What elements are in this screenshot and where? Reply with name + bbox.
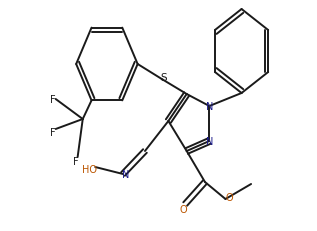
Text: S: S bbox=[160, 73, 166, 83]
Text: O: O bbox=[225, 192, 233, 202]
Text: O: O bbox=[180, 204, 188, 214]
Text: N: N bbox=[206, 137, 213, 146]
Text: HO: HO bbox=[82, 164, 97, 174]
Text: F: F bbox=[50, 128, 55, 137]
Text: N: N bbox=[206, 102, 213, 112]
Text: F: F bbox=[73, 156, 79, 166]
Text: N: N bbox=[121, 169, 129, 179]
Text: F: F bbox=[50, 94, 55, 105]
